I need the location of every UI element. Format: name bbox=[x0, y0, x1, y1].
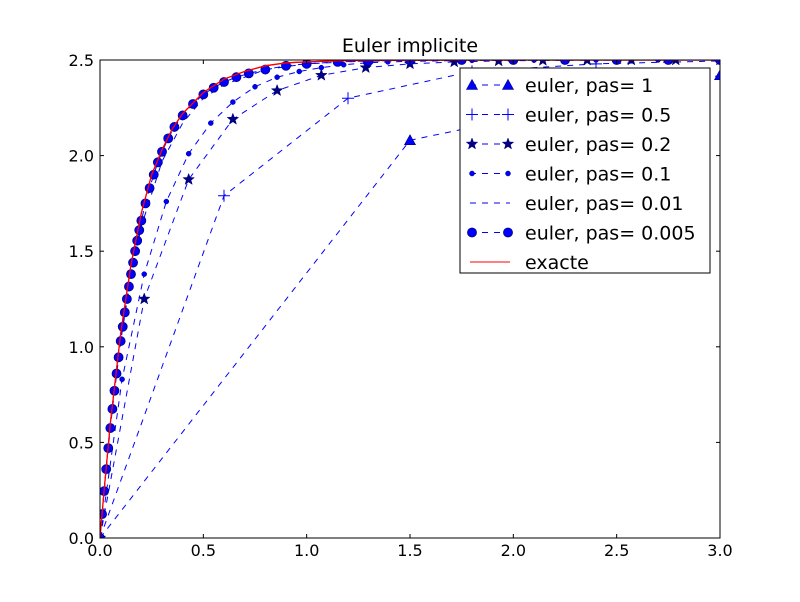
series-1-point-1 bbox=[218, 189, 230, 202]
series-3-point-1 bbox=[119, 376, 125, 383]
x-tick-label-0: 0.0 bbox=[87, 541, 112, 560]
x-tick-label-1: 0.5 bbox=[191, 541, 216, 560]
legend-marker-b-2 bbox=[501, 137, 515, 150]
series-5-point-46 bbox=[715, 60, 720, 65]
series-3-point-2 bbox=[141, 271, 147, 277]
series-2-point-9 bbox=[493, 60, 504, 67]
series-3-point-4 bbox=[185, 150, 192, 157]
y-tick-label-4: 2.0 bbox=[69, 147, 94, 166]
x-tick-label-6: 3.0 bbox=[707, 541, 732, 560]
series-5-point-29 bbox=[188, 99, 198, 109]
plot-area bbox=[100, 60, 720, 538]
axis-ticks: 0.0 0.5 1.0 1.5 2.0 2.5 3.0 0.0 0.5 1.0 1.5 2.0 2.5 bbox=[69, 51, 733, 560]
x-tick-label-2: 1.0 bbox=[294, 541, 319, 560]
series-3-point-10 bbox=[318, 64, 325, 71]
y-tick-label-0: 0.0 bbox=[69, 529, 94, 548]
series-0-point-1 bbox=[403, 134, 417, 146]
series-5-point-43 bbox=[560, 60, 570, 65]
series-2-point-5 bbox=[314, 68, 328, 81]
series-3-point-7 bbox=[252, 84, 258, 90]
series-5-point-19 bbox=[134, 225, 145, 236]
legend-marker-a-2 bbox=[465, 137, 479, 150]
series-2-point-4 bbox=[270, 83, 284, 97]
y-tick-label-3: 1.5 bbox=[69, 242, 94, 261]
series-5-point-31 bbox=[208, 82, 219, 93]
series-3-point-6 bbox=[230, 99, 236, 105]
series-3-point-18 bbox=[655, 60, 661, 63]
series-2-point-1 bbox=[137, 292, 151, 305]
legend-marker-a-1 bbox=[466, 108, 478, 121]
series-5-point-38 bbox=[332, 60, 343, 67]
legend-marker-b-3 bbox=[505, 170, 511, 177]
series-5-point-18 bbox=[132, 235, 143, 246]
series-0-point-2 bbox=[713, 69, 720, 80]
legend-marker-b-1 bbox=[502, 108, 514, 121]
series-3-point-9 bbox=[296, 68, 302, 75]
legend-label-1: euler, pas= 0.5 bbox=[525, 105, 671, 127]
series-2-point-2 bbox=[182, 172, 196, 185]
legend-marker-b-5 bbox=[503, 227, 513, 238]
legend-marker-a-3 bbox=[469, 170, 475, 177]
series-5-point-21 bbox=[140, 198, 151, 209]
series-3-point-5 bbox=[208, 120, 214, 126]
legend-box bbox=[459, 67, 711, 274]
series-5-point-0 bbox=[100, 533, 105, 538]
x-tick-label-4: 2.0 bbox=[501, 541, 526, 560]
series-5-point-35 bbox=[260, 64, 271, 75]
series-5-point-17 bbox=[130, 246, 141, 257]
legend-marker-a-5 bbox=[467, 227, 477, 238]
series-2-point-11 bbox=[583, 60, 592, 66]
series-3-point-8 bbox=[274, 74, 280, 80]
series-5-point-15 bbox=[126, 269, 136, 280]
series-5-point-14 bbox=[124, 281, 134, 292]
series-line-3 bbox=[100, 60, 720, 538]
chart-title: Euler implicite bbox=[342, 35, 478, 57]
series-3-point-17 bbox=[593, 60, 599, 63]
y-tick-label-1: 0.5 bbox=[69, 433, 94, 452]
legend-label-4: euler, pas= 0.01 bbox=[525, 193, 683, 215]
series-2-point-10 bbox=[538, 60, 548, 66]
series-2-point-12 bbox=[627, 60, 636, 66]
series-5-point-30 bbox=[198, 89, 209, 100]
series-5-point-20 bbox=[136, 215, 147, 226]
legend-label-0: euler, pas= 1 bbox=[525, 75, 653, 97]
legend-marker-a-0 bbox=[465, 78, 479, 90]
series-5-point-16 bbox=[128, 257, 138, 268]
legend-label-6: exacte bbox=[525, 252, 589, 274]
legend: euler, pas= 1 euler, pas= 0.5 euler, pas= … bbox=[459, 67, 711, 274]
legend-label-2: euler, pas= 0.2 bbox=[525, 134, 671, 156]
series-5-point-22 bbox=[144, 183, 155, 194]
series-1-point-2 bbox=[342, 92, 354, 105]
x-tick-label-3: 1.5 bbox=[397, 541, 422, 560]
series-3-point-3 bbox=[163, 198, 170, 205]
y-tick-label-5: 2.5 bbox=[69, 51, 94, 70]
series-2-point-3 bbox=[226, 112, 240, 125]
series-5-point-41 bbox=[456, 60, 467, 65]
legend-marker-b-0 bbox=[501, 78, 515, 90]
y-tick-label-2: 1.0 bbox=[69, 338, 94, 357]
legend-label-3: euler, pas= 0.1 bbox=[525, 164, 671, 186]
series-2-point-13 bbox=[671, 60, 680, 66]
series-5-point-45 bbox=[663, 60, 674, 65]
legend-label-5: euler, pas= 0.005 bbox=[525, 223, 696, 245]
series-2-point-6 bbox=[359, 60, 373, 74]
x-tick-label-5: 2.5 bbox=[604, 541, 629, 560]
